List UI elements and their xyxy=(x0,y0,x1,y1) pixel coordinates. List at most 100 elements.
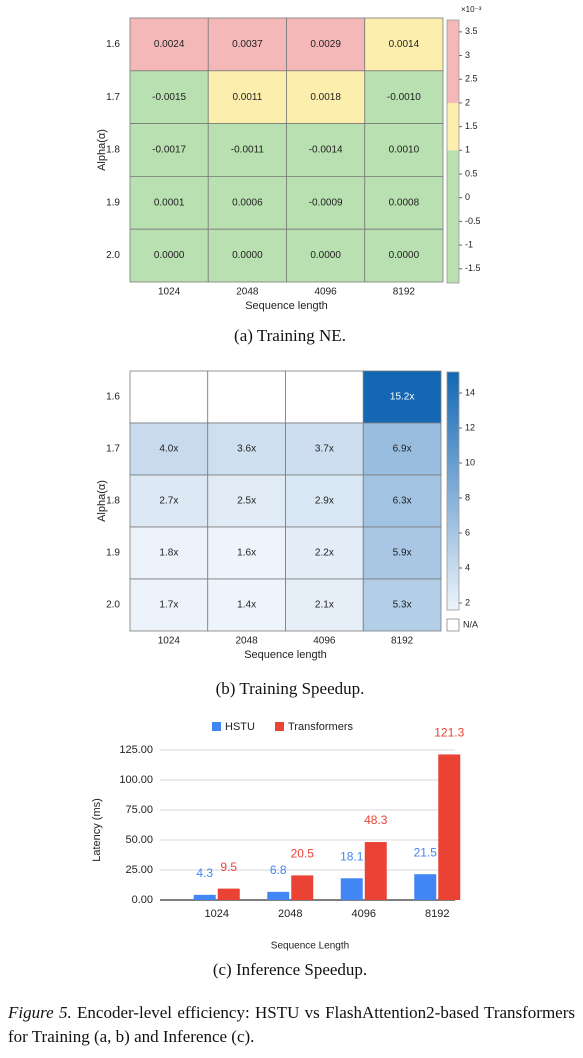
x-tick-label: 4096 xyxy=(313,636,336,647)
figure-caption-text: Encoder-level efficiency: HSTU vs FlashA… xyxy=(8,1003,576,1046)
colorbar-scale: ×10⁻³ xyxy=(461,5,482,14)
colorbar-strip xyxy=(447,522,459,528)
colorbar-tick-label: 3.5 xyxy=(465,26,478,36)
colorbar-strip xyxy=(447,554,459,559)
cell-label: 0.0000 xyxy=(389,250,420,261)
x-axis-label: Sequence Length xyxy=(271,941,349,952)
colorbar-strip xyxy=(447,383,459,389)
x-tick-label: 2048 xyxy=(236,636,259,647)
colorbar-strip xyxy=(447,459,459,464)
colorbar-tick-label: 10 xyxy=(465,457,475,467)
colorbar-strip xyxy=(447,423,459,429)
cell xyxy=(362,578,442,632)
colorbar-strip xyxy=(447,566,459,571)
colorbar-strip xyxy=(447,574,459,579)
x-tick-label: 8192 xyxy=(425,908,449,920)
figure-caption: Figure 5. Encoder-level efficiency: HSTU… xyxy=(8,1001,575,1049)
cell-label: 0.0010 xyxy=(389,145,420,156)
x-axis-label: Sequence length xyxy=(245,300,328,312)
colorbar-tick-label: -1.5 xyxy=(465,263,481,273)
colorbar-strip xyxy=(447,526,459,532)
colorbar-strip xyxy=(447,387,459,393)
cell xyxy=(286,228,366,283)
cell-label: 2.5x xyxy=(237,496,256,507)
cell xyxy=(207,17,287,72)
bar xyxy=(217,888,240,900)
x-tick-label: 1024 xyxy=(205,908,229,920)
x-tick-label: 8192 xyxy=(393,287,416,298)
colorbar-strip xyxy=(447,586,459,591)
cell-label: -0.0015 xyxy=(152,92,186,103)
colorbar-tick-label: 3 xyxy=(465,50,470,60)
cell-label: 2.7x xyxy=(159,496,178,507)
colorbar-strip xyxy=(447,594,459,599)
x-tick-label: 1024 xyxy=(158,636,181,647)
value-label: 21.5 xyxy=(414,845,438,859)
empty-cell xyxy=(129,370,209,424)
cell-label: 2.2x xyxy=(315,548,334,559)
cell-label: 2.1x xyxy=(315,600,334,611)
colorbar-strip xyxy=(447,455,459,460)
colorbar-strip xyxy=(447,542,459,548)
value-label: 18.1 xyxy=(340,849,364,863)
value-label: 9.5 xyxy=(220,860,237,874)
cell xyxy=(129,175,209,230)
cell xyxy=(129,474,209,528)
colorbar-tick-label: 0 xyxy=(465,192,470,202)
cell-label: 0.0008 xyxy=(389,197,420,208)
colorbar-segment xyxy=(447,150,459,283)
missing-swatch xyxy=(446,618,460,632)
value-label: 6.8 xyxy=(270,863,287,877)
colorbar-strip xyxy=(447,427,459,432)
chart-caption: (b) Training Speedup. xyxy=(216,679,365,698)
cell xyxy=(129,228,209,283)
legend-swatch xyxy=(212,722,221,731)
cell xyxy=(364,175,444,230)
colorbar-strip xyxy=(447,491,459,496)
colorbar-strip xyxy=(447,435,459,440)
colorbar-strip xyxy=(447,590,459,595)
bar xyxy=(414,874,437,900)
x-tick-label: 4096 xyxy=(352,908,376,920)
cell-label: 0.0000 xyxy=(310,250,341,261)
colorbar-tick-label: 14 xyxy=(465,387,475,397)
cell-label: 0.0024 xyxy=(154,39,185,50)
colorbar-strip xyxy=(447,467,459,472)
cell xyxy=(207,228,287,283)
cell-label: 1.7x xyxy=(159,600,178,611)
colorbar-tick-label: 6 xyxy=(465,527,470,537)
cell-label: 0.0000 xyxy=(154,250,185,261)
cell xyxy=(364,123,444,177)
colorbar-tick-label: 2.5 xyxy=(465,74,478,84)
cell xyxy=(362,422,442,476)
colorbar-tick-label: -0.5 xyxy=(465,216,481,226)
cell-label: 3.7x xyxy=(315,444,334,455)
colorbar-strip xyxy=(447,578,459,583)
colorbar-strip xyxy=(447,582,459,587)
colorbar-tick-label: 12 xyxy=(465,422,475,432)
value-label: 20.5 xyxy=(291,847,315,861)
colorbar-strip xyxy=(447,562,459,567)
colorbar-strip xyxy=(447,602,459,607)
cell-label: 6.9x xyxy=(393,444,412,455)
colorbar-strip xyxy=(447,502,459,508)
colorbar-strip xyxy=(447,391,459,397)
cell-label: -0.0014 xyxy=(309,145,343,156)
y-tick-label: 25.00 xyxy=(125,864,153,876)
cell-label: 1.8x xyxy=(159,548,178,559)
colorbar-strip xyxy=(447,372,459,377)
colorbar-segment xyxy=(447,20,459,103)
missing-label: N/A xyxy=(463,619,478,629)
value-label: 4.3 xyxy=(196,866,213,880)
chart-caption: (c) Inference Speedup. xyxy=(213,960,367,979)
cell xyxy=(207,70,287,125)
bar xyxy=(291,875,314,900)
bar xyxy=(438,754,461,900)
y-tick-label: 1.9 xyxy=(106,197,120,208)
colorbar-frame xyxy=(446,371,460,611)
colorbar-strip xyxy=(447,518,459,524)
colorbar-segment xyxy=(447,102,459,151)
cell xyxy=(285,422,364,476)
colorbar-tick-label: 1 xyxy=(465,145,470,155)
colorbar-strip xyxy=(447,395,459,401)
